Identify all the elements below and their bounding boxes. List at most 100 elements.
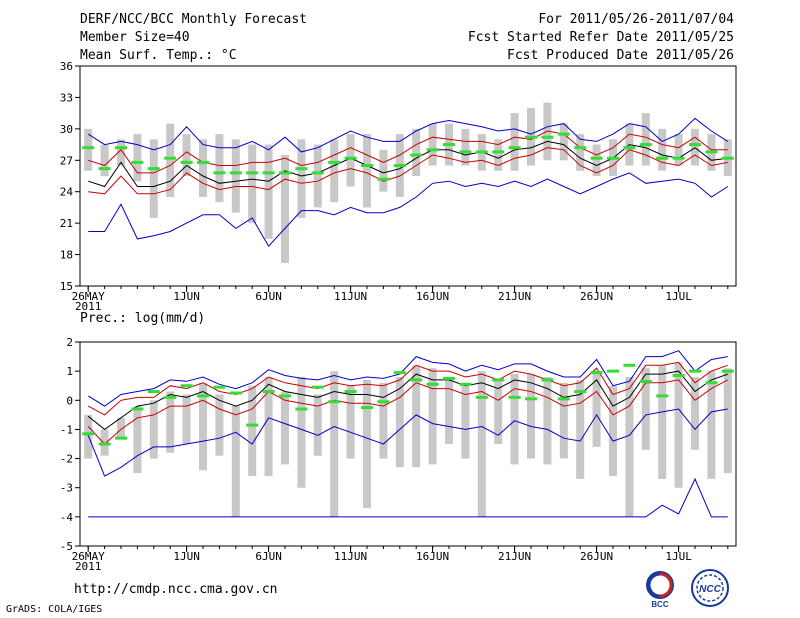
- temp-x-tick-label: 16JUN: [416, 290, 449, 303]
- temp-observed-marker: [672, 156, 685, 160]
- temp-observed-marker: [557, 132, 570, 136]
- prec-observed-marker: [197, 394, 209, 398]
- prec-spread-box: [281, 391, 289, 465]
- temp-x-tick-label: 26JUN: [580, 290, 613, 303]
- temp-observed-marker: [525, 135, 537, 139]
- prec-spread-box: [133, 406, 142, 474]
- prec-series-upper: [87, 361, 728, 416]
- temp-spread-box: [313, 144, 322, 208]
- bcc-logo-icon: BCC: [646, 571, 674, 608]
- temp-observed-marker: [82, 146, 95, 150]
- prec-observed-marker: [131, 407, 144, 411]
- temp-spread-box: [510, 113, 519, 171]
- temp-observed-marker: [492, 150, 505, 154]
- prec-spread-box: [641, 368, 650, 450]
- temp-y-tick-label: 30: [60, 123, 73, 136]
- prec-spread-box: [527, 374, 535, 459]
- prec-x-tick-label: 11JUN: [334, 550, 367, 563]
- prec-spread-box: [559, 382, 568, 459]
- temp-observed-marker: [180, 160, 193, 164]
- prec-observed-marker: [574, 390, 587, 394]
- prec-observed-marker: [443, 376, 455, 380]
- temp-observed-marker: [295, 167, 308, 171]
- prec-spread-box: [658, 365, 667, 479]
- temp-spread-box: [215, 134, 224, 203]
- prec-spread-box: [182, 394, 191, 444]
- member-size: Member Size=40: [80, 30, 190, 45]
- temp-y-tick-label: 24: [60, 186, 74, 199]
- source-url[interactable]: http://cmdp.ncc.cma.gov.cn: [74, 582, 278, 597]
- temp-y-tick-label: 15: [60, 280, 73, 293]
- prec-spread-box: [297, 376, 306, 488]
- temp-spread-box: [84, 128, 93, 171]
- temp-x-tick-label: 1JUL: [665, 290, 692, 303]
- temp-spread-box: [281, 155, 289, 263]
- temp-spread-box: [658, 128, 667, 171]
- ncc-logo-text: NCC: [699, 584, 721, 595]
- temp-observed-marker: [410, 153, 423, 157]
- temp-observed-marker: [213, 171, 226, 175]
- prec-series-floor: [88, 477, 728, 518]
- prec-observed-marker: [492, 378, 505, 382]
- prec-spread-box: [428, 368, 437, 465]
- temp-observed-marker: [689, 143, 701, 147]
- temp-spread-box: [248, 144, 257, 224]
- prec-spread-box: [445, 376, 453, 444]
- prec-spread-box: [215, 394, 224, 456]
- grads-credit: GrADS: COLA/IGES: [6, 604, 103, 615]
- temp-x-tick-label: 21JUN: [498, 290, 531, 303]
- prec-observed-marker: [295, 407, 308, 411]
- prec-spread-box: [199, 382, 207, 471]
- prec-spread-box: [625, 376, 634, 517]
- prec-spread-box: [363, 379, 371, 509]
- temp-series-max: [87, 117, 729, 153]
- temp-spread-box: [461, 128, 470, 166]
- temp-x-tick-label: 6JUN: [255, 290, 282, 303]
- temp-observed-marker: [623, 146, 636, 150]
- temp-observed-marker: [229, 171, 242, 175]
- temp-spread-box: [330, 139, 339, 203]
- prec-observed-marker: [180, 384, 193, 388]
- prec-observed-marker: [689, 369, 701, 373]
- temp-spread-box: [149, 139, 158, 218]
- prec-spread-box: [723, 368, 732, 474]
- temp-observed-marker: [377, 177, 390, 181]
- prec-observed-marker: [459, 382, 472, 386]
- temp-spread-box: [674, 134, 683, 166]
- temp-observed-marker: [721, 156, 734, 160]
- prec-y-tick-label: -1: [60, 423, 73, 436]
- prec-observed-marker: [393, 371, 406, 375]
- prec-y-tick-label: -4: [60, 511, 74, 524]
- prec-observed-marker: [164, 395, 177, 399]
- prec-observed-marker: [623, 363, 636, 367]
- temp-spread-box: [592, 144, 601, 176]
- temp-observed-marker: [328, 160, 341, 164]
- prec-spread-box: [379, 382, 388, 459]
- temp-observed-marker: [246, 171, 259, 175]
- fcst-produced-date: Fcst Produced Date 2011/05/26: [507, 48, 734, 63]
- prec-observed-marker: [213, 385, 226, 389]
- temp-spread-box: [231, 139, 240, 213]
- prec-observed-marker: [262, 390, 275, 394]
- fcst-started-date: Fcst Started Refer Date 2011/05/25: [467, 30, 734, 45]
- prec-spread-box: [609, 385, 617, 477]
- prec-spread-box: [248, 385, 257, 477]
- temp-x-tick-label: 11JUN: [334, 290, 367, 303]
- prec-panel-title: Prec.: log(mm/d): [80, 311, 205, 326]
- prec-x-tick-label: 26MAY: [72, 550, 105, 563]
- temp-spread-box: [117, 139, 125, 166]
- temp-spread-box: [133, 134, 142, 182]
- temp-spread-box: [559, 123, 568, 161]
- temp-observed-marker: [115, 146, 127, 150]
- prec-spread-box: [510, 374, 519, 465]
- temp-observed-marker: [147, 167, 160, 171]
- prec-spread-box: [395, 376, 404, 468]
- prec-spread-box: [412, 365, 421, 468]
- prec-x-tick-label: 6JUN: [255, 550, 282, 563]
- prec-spread-box: [264, 376, 273, 477]
- prec-spread-box: [707, 371, 716, 479]
- prec-observed-marker: [328, 400, 341, 404]
- temp-series-upper: [88, 130, 728, 174]
- temp-observed-marker: [508, 146, 521, 150]
